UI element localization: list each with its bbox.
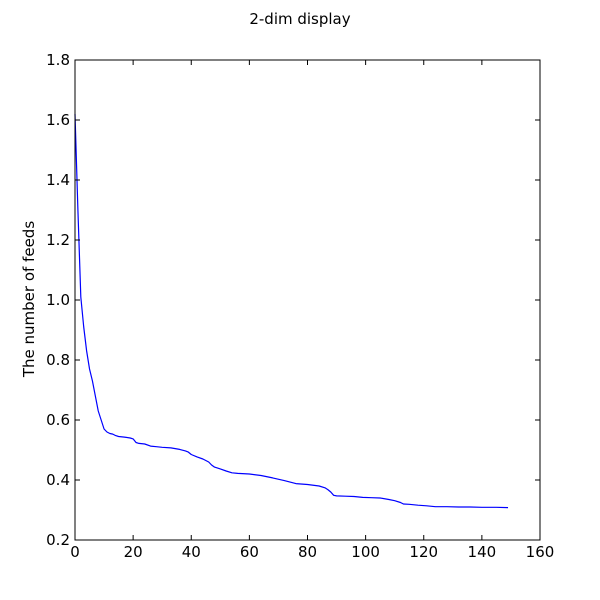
y-tick-label: 0.2	[46, 531, 70, 549]
y-tick-label: 1.6	[46, 111, 70, 129]
x-tick-label: 0	[70, 543, 80, 561]
y-tick-label: 1.0	[46, 291, 70, 309]
y-tick-label: 0.4	[46, 471, 70, 489]
x-tick-label: 60	[240, 543, 259, 561]
y-axis-label: The number of feeds	[20, 221, 38, 378]
x-tick-label: 160	[526, 543, 555, 561]
x-tick-label: 20	[124, 543, 143, 561]
chart-title: 2-dim display	[249, 10, 350, 28]
x-tick-label: 40	[182, 543, 201, 561]
x-tick-label: 80	[298, 543, 317, 561]
x-tick-label: 140	[468, 543, 497, 561]
plot-area: 0 20 40 60 80 100 120 140 160 0.2 0.4 0.6 0.8 1.0 1.2 1…	[46, 51, 554, 561]
series-line-1	[74, 113, 509, 509]
y-tick-label: 1.8	[46, 51, 70, 69]
y-tick-label: 0.6	[46, 411, 70, 429]
x-tick-label: 100	[351, 543, 380, 561]
y-tick-label: 1.4	[46, 171, 70, 189]
x-tick-label: 120	[409, 543, 438, 561]
y-tick-label: 1.2	[46, 231, 70, 249]
y-tick-label: 0.8	[46, 351, 70, 369]
